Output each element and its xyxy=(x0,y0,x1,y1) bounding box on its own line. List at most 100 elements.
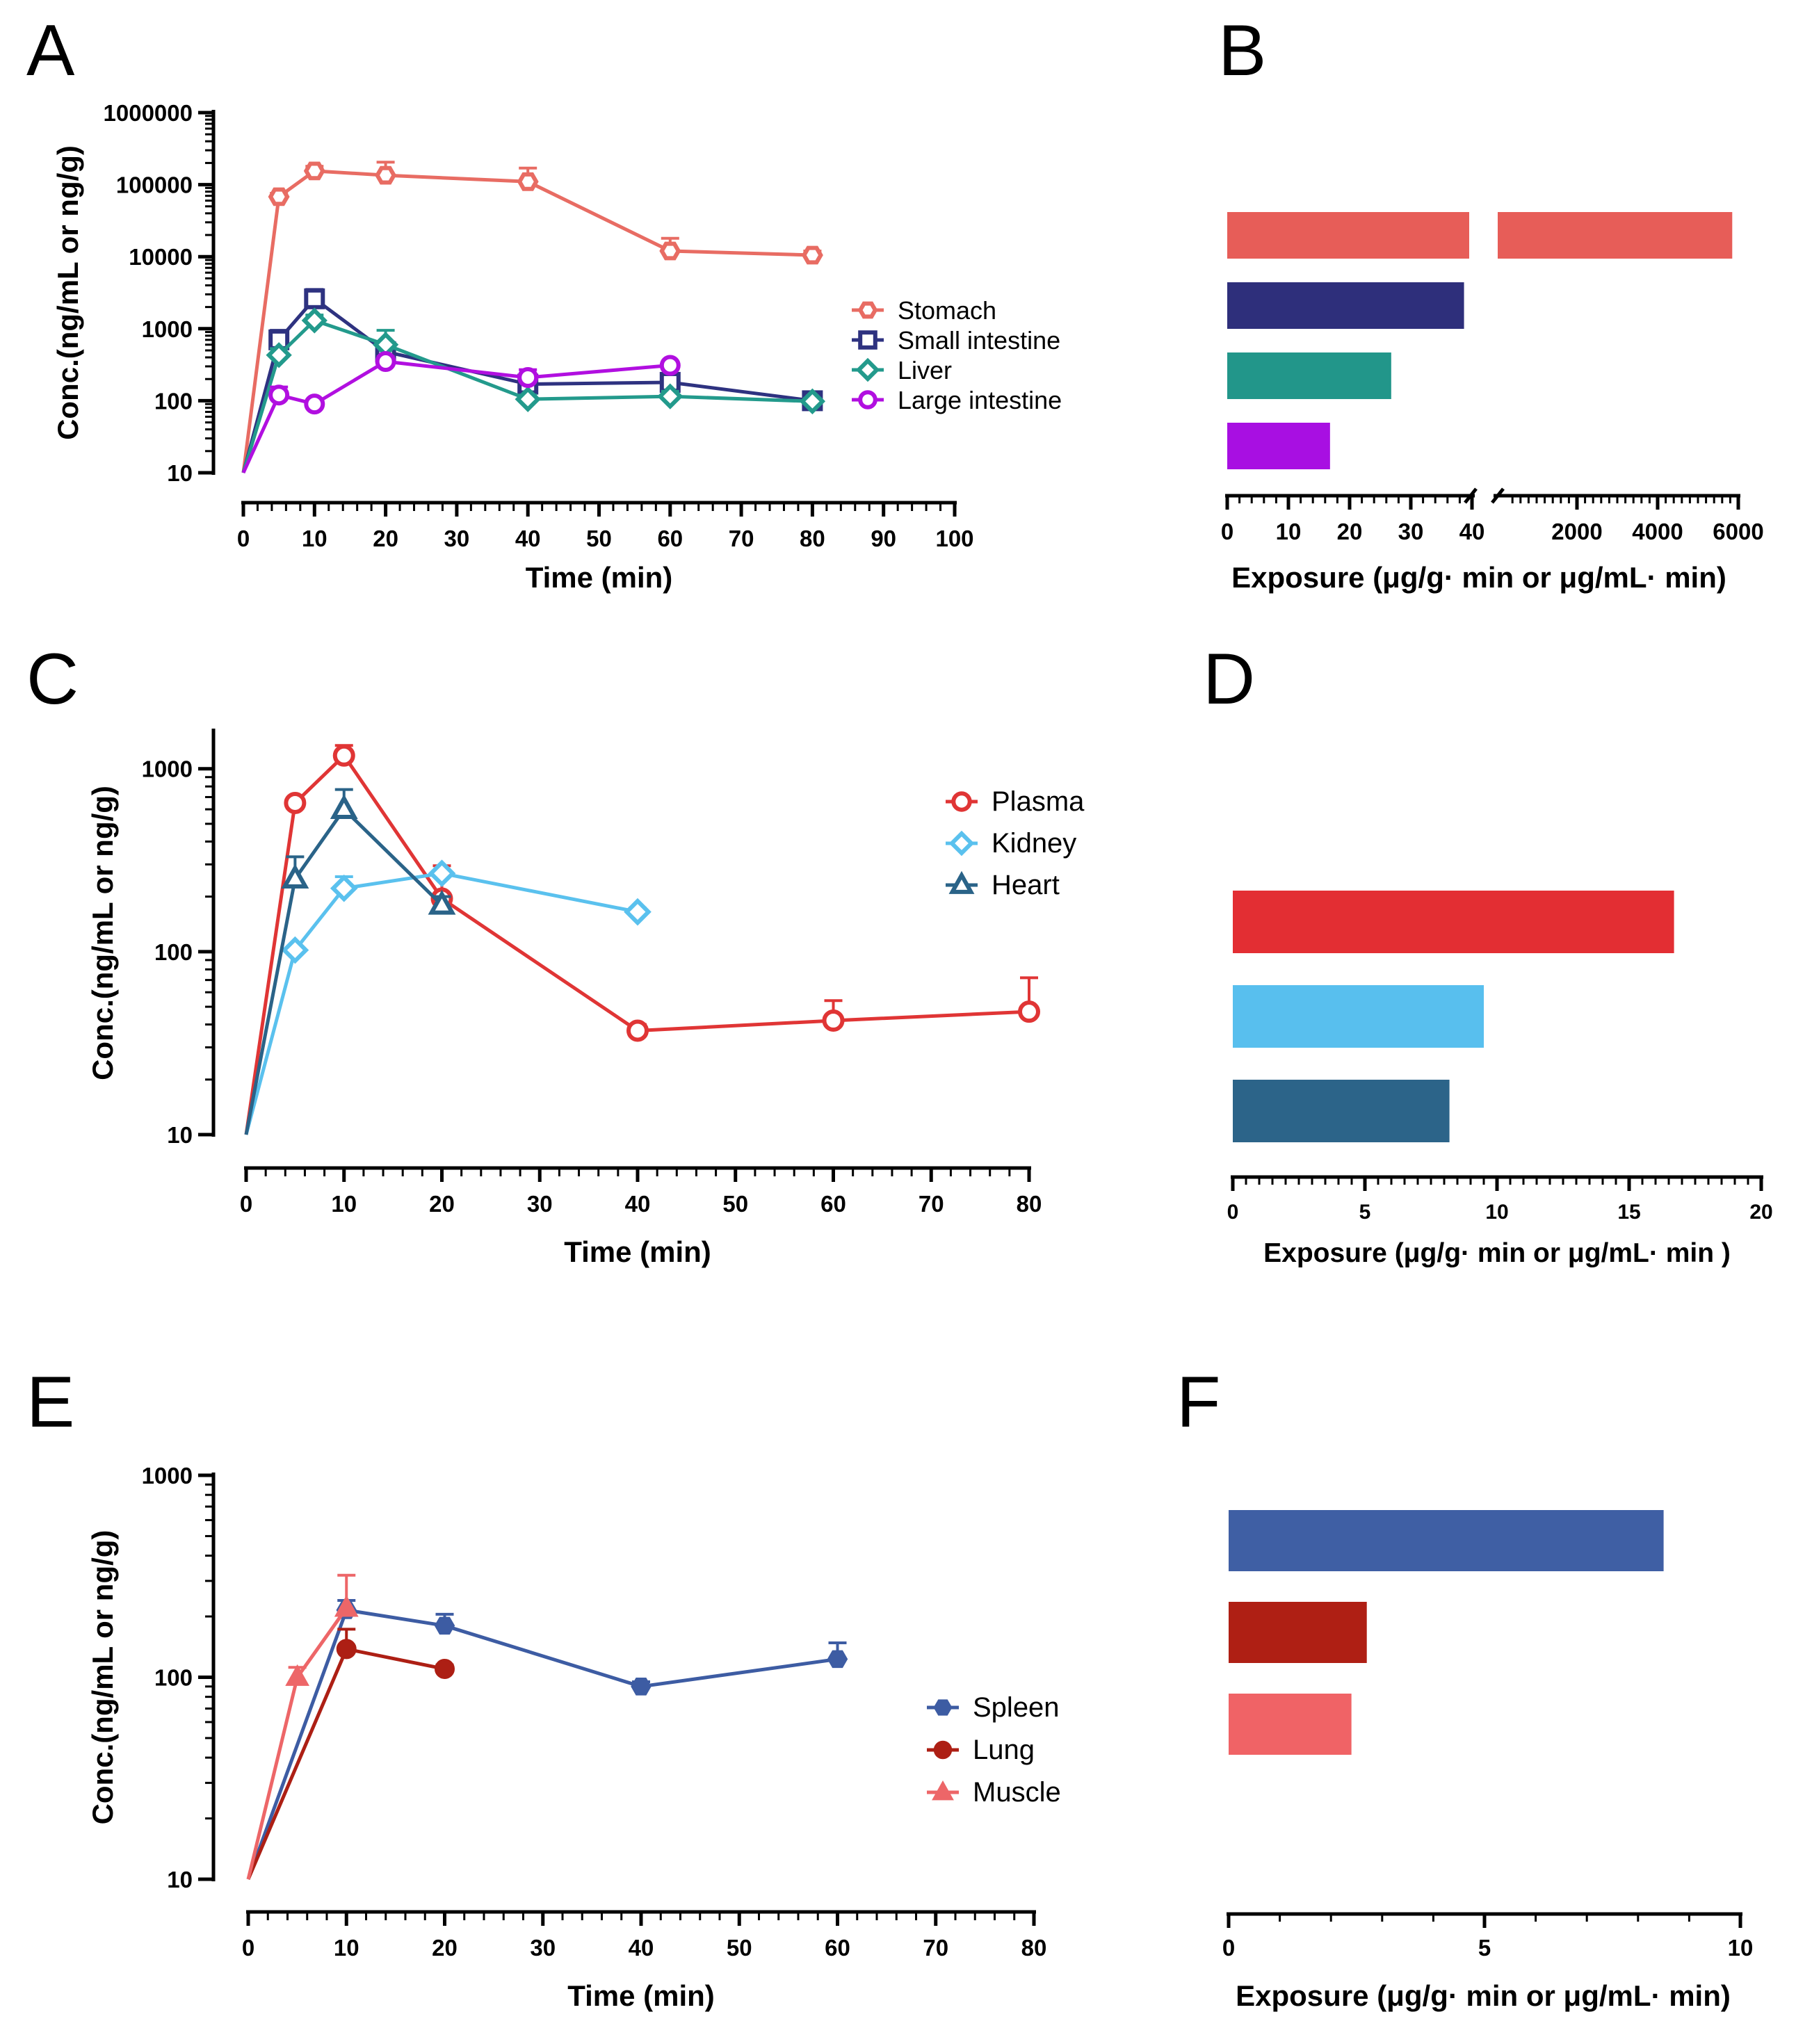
panel-c-x-tick-label: 80 xyxy=(1017,1191,1042,1217)
panel-c-series-line xyxy=(244,807,444,1135)
panel-e-series-lung xyxy=(246,1628,455,1880)
panel-a-data-point xyxy=(375,351,396,373)
panel-e-legend: Spleen Lung Muscle xyxy=(927,1692,1061,1808)
panel-e-y-axis-label: Conc.(ng/mL or ng/g) xyxy=(86,1530,119,1825)
panel-label-d: D xyxy=(1203,639,1255,720)
panel-f-bar-muscle xyxy=(1229,1694,1352,1755)
panel-f-x-axis-label: Exposure (μg/g· min or μg/mL· min) xyxy=(1236,1979,1731,2012)
panel-c-y-tick-label: 1000 xyxy=(142,756,193,782)
panel-b-bar-stomach xyxy=(1227,212,1733,259)
panel-a-x-tick-label: 0 xyxy=(237,526,250,551)
panel-a-legend-marker xyxy=(857,301,878,319)
panel-f-x-tick-label: 5 xyxy=(1478,1935,1491,1961)
panel-f-bar-lung xyxy=(1229,1602,1367,1663)
panel-c-data-point xyxy=(281,936,309,964)
panel-d-x-tick-label: 0 xyxy=(1227,1201,1239,1224)
panel-a-y-tick-label: 100 xyxy=(154,388,193,414)
panel-b-bar-segment xyxy=(1227,282,1464,329)
panel-label-c: C xyxy=(26,639,79,720)
panel-a-x-tick-label: 100 xyxy=(935,526,973,551)
panel-a-x-tick-label: 90 xyxy=(871,526,896,551)
panel-b-x-tick-label: 40 xyxy=(1459,519,1485,544)
panel-b-bar-chart: 0 10 20 30 40 2000 4000 6000 Exposure (μg/g· min… xyxy=(1221,212,1764,594)
panel-c-data-point xyxy=(284,791,307,814)
panel-e-x-tick-label: 50 xyxy=(727,1935,752,1961)
panel-c-y-tick-label: 100 xyxy=(154,939,193,965)
panel-a-x-tick-label: 40 xyxy=(515,526,541,551)
panel-e-series-muscle xyxy=(246,1573,359,1880)
panel-b-bar-segment xyxy=(1227,212,1469,259)
panel-c-legend-marker xyxy=(948,830,975,857)
panel-b-bar-large-intestine xyxy=(1227,423,1330,469)
panel-a-data-point xyxy=(801,245,823,265)
panel-c-legend: Plasma Kidney Heart xyxy=(946,786,1085,900)
panel-e-x-tick-label: 80 xyxy=(1021,1935,1047,1961)
panel-a-line-chart: 10 100 1000 10000 100000 1000000 0 10 20 30 40 50 60… xyxy=(51,100,1062,594)
panel-label-e: E xyxy=(26,1362,74,1443)
panel-c-x-tick-label: 50 xyxy=(722,1191,748,1217)
panel-a-legend-label: Large intestine xyxy=(898,386,1062,414)
panel-c-x-tick-label: 30 xyxy=(527,1191,553,1217)
panel-c-data-point xyxy=(428,859,456,888)
panel-d-x-tick-label: 5 xyxy=(1359,1201,1371,1224)
panel-c-series-line xyxy=(244,754,1030,1135)
panel-b-axis-break-mark xyxy=(1491,487,1505,504)
panel-label-b: B xyxy=(1218,10,1266,91)
panel-a-data-point xyxy=(303,161,325,181)
panel-c-data-point xyxy=(428,889,456,915)
panel-a-y-tick-label: 1000000 xyxy=(104,100,193,126)
panel-c-data-point xyxy=(624,898,652,926)
panel-b-bar-segment xyxy=(1227,352,1391,399)
panel-e-series-spleen xyxy=(246,1599,848,1880)
panel-e-data-point xyxy=(336,1639,357,1660)
panel-e-data-point xyxy=(285,1664,310,1686)
panel-b-x-tick-label: 0 xyxy=(1221,519,1233,544)
panel-d-x-axis-label: Exposure (μg/g· min or μg/mL· min ) xyxy=(1263,1238,1731,1268)
panel-f-x-tick-label: 0 xyxy=(1222,1935,1235,1961)
panel-e-legend-marker xyxy=(933,1699,953,1716)
panel-e-x-tick-label: 20 xyxy=(432,1935,458,1961)
panel-e-y-tick-label: 1000 xyxy=(142,1463,193,1489)
panel-c-line-chart: 10 100 1000 0 10 20 30 40 50 60 70 80 Time (min) Conc… xyxy=(86,729,1085,1268)
panel-c-data-point xyxy=(330,794,358,820)
panel-a-legend-marker xyxy=(858,330,877,350)
panel-c-y-tick-label: 10 xyxy=(167,1122,193,1148)
panel-d-bar-chart: 0 5 10 15 20 Exposure (μg/g· min or μg/mL· mi… xyxy=(1227,891,1773,1268)
panel-a-data-point xyxy=(659,241,681,261)
panel-b-bar-segment xyxy=(1227,423,1330,469)
panel-a-legend-marker xyxy=(858,390,877,409)
panel-a-data-point xyxy=(659,355,681,376)
panel-d-x-tick-label: 15 xyxy=(1617,1201,1640,1224)
panel-c-x-tick-label: 40 xyxy=(625,1191,651,1217)
panel-b-x-tick-label: 6000 xyxy=(1713,519,1763,544)
panel-a-series-line xyxy=(241,169,813,473)
panel-b-bar-small-intestine xyxy=(1227,282,1464,329)
panel-c-data-point xyxy=(822,1009,845,1032)
panel-a-y-tick-label: 10000 xyxy=(129,244,193,270)
panel-d-x-tick-label: 20 xyxy=(1749,1201,1772,1224)
panel-a-x-tick-label: 70 xyxy=(729,526,754,551)
panel-c-legend-label: Kidney xyxy=(992,828,1076,859)
panel-c-x-tick-label: 20 xyxy=(429,1191,455,1217)
panel-a-data-point xyxy=(799,388,826,414)
panel-e-x-axis-label: Time (min) xyxy=(567,1979,715,2012)
panel-a-x-tick-label: 80 xyxy=(800,526,825,551)
panel-c-series-heart xyxy=(244,788,456,1135)
panel-c-x-tick-label: 70 xyxy=(919,1191,944,1217)
panel-e-legend-label: Muscle xyxy=(973,1777,1061,1808)
panel-d-bar-kidney xyxy=(1233,985,1484,1048)
panel-d-bar-plasma xyxy=(1233,891,1674,953)
panel-a-data-point xyxy=(375,165,397,185)
panel-c-data-point xyxy=(281,863,309,889)
panel-a-legend-label: Liver xyxy=(898,356,952,384)
panel-e-data-point xyxy=(435,1658,455,1679)
panel-d-bar-heart xyxy=(1233,1080,1450,1142)
panel-a-data-point xyxy=(304,288,325,309)
panel-a-data-point xyxy=(268,187,290,206)
panel-b-x-tick-label: 10 xyxy=(1276,519,1302,544)
panel-c-data-point xyxy=(332,744,355,767)
panel-a-x-axis-label: Time (min) xyxy=(526,561,673,594)
panel-e-x-tick-label: 70 xyxy=(923,1935,948,1961)
panel-a-y-tick-label: 100000 xyxy=(116,172,193,198)
